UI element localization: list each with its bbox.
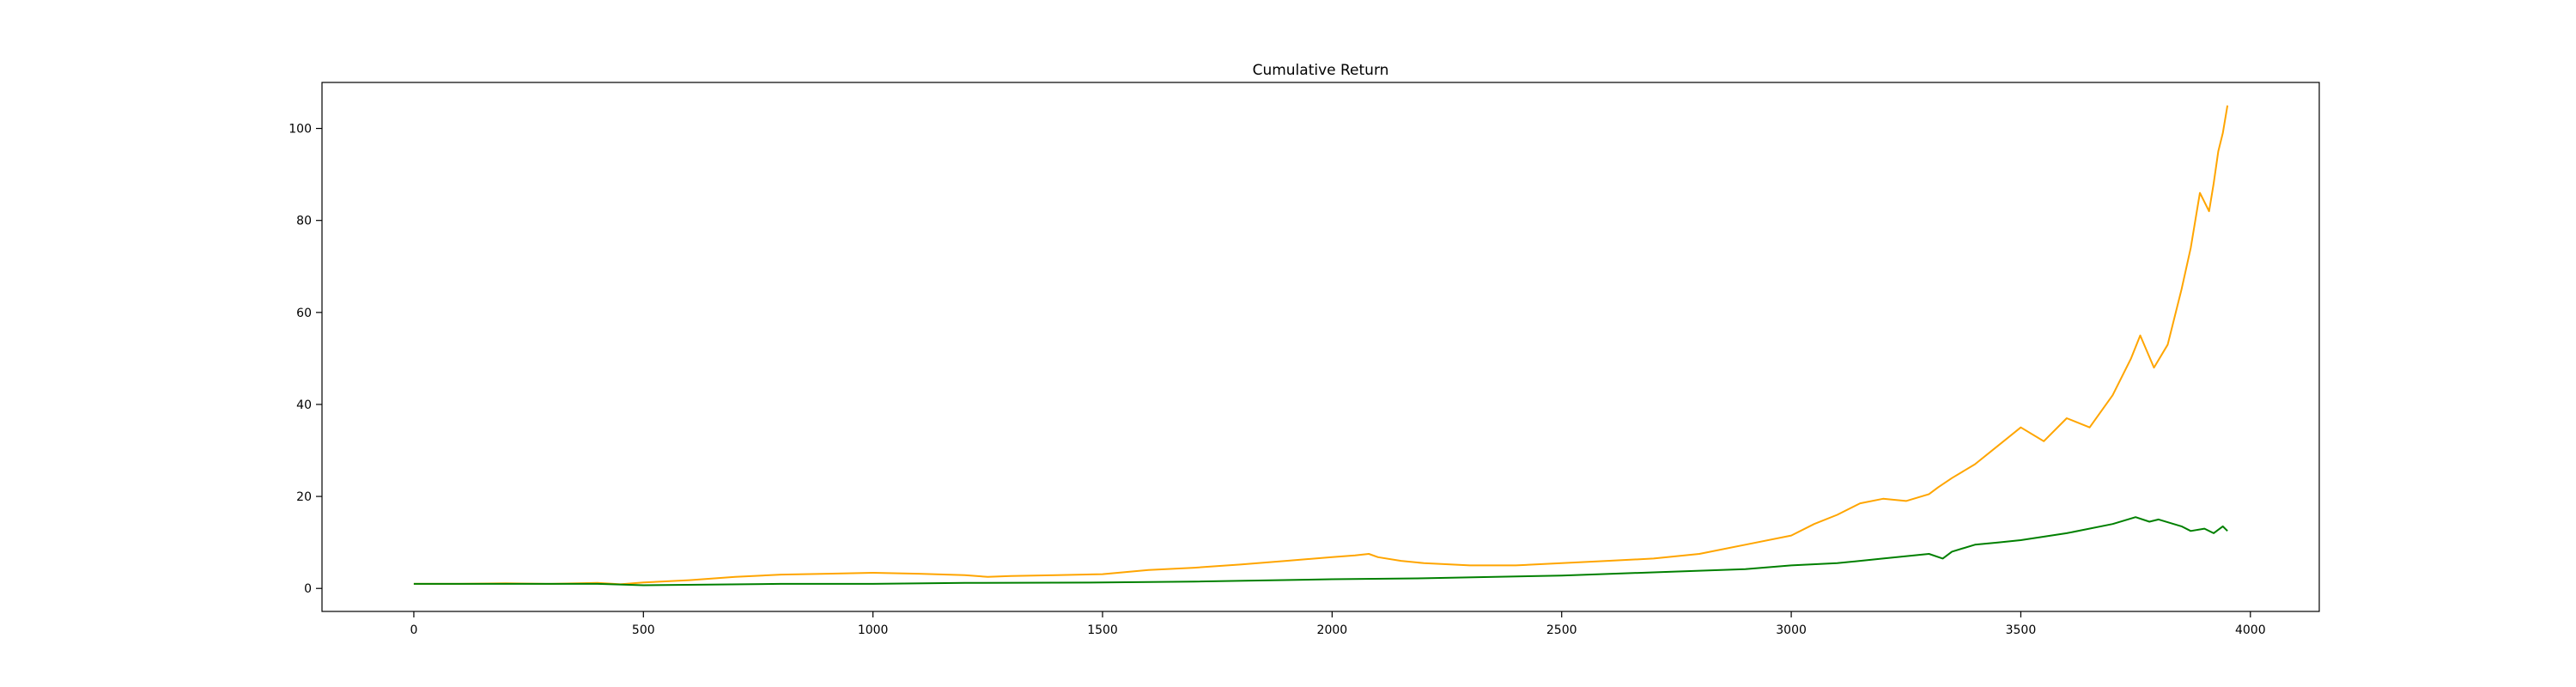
chart-title: Cumulative Return [1253, 62, 1389, 79]
series-line-1 [413, 105, 2229, 586]
axis-layer: 0 500 1000 1500 2000 2500 3000 3500 4000 0 20 40 60 8… [289, 123, 2265, 637]
y-tick-label: 0 [304, 582, 312, 596]
plot-frame [321, 82, 2320, 612]
x-tick-label: 3500 [2006, 623, 2037, 637]
x-tick-label: 2000 [1317, 623, 1348, 637]
x-tick-label: 4000 [2235, 623, 2266, 637]
x-tick-label: 1500 [1087, 623, 1118, 637]
x-tick-label: 500 [632, 623, 655, 637]
x-tick-label: 1000 [858, 623, 889, 637]
y-tick-label: 20 [296, 490, 312, 504]
y-tick-label: 40 [296, 398, 312, 412]
y-tick-label: 60 [296, 307, 312, 320]
series-layer [413, 105, 2229, 587]
y-tick-label: 80 [296, 215, 312, 228]
x-tick-label: 0 [410, 623, 417, 637]
series-line-2 [413, 516, 2228, 587]
x-tick-label: 3000 [1776, 623, 1807, 637]
x-tick-label: 2500 [1546, 623, 1577, 637]
y-tick-label: 100 [289, 123, 312, 137]
